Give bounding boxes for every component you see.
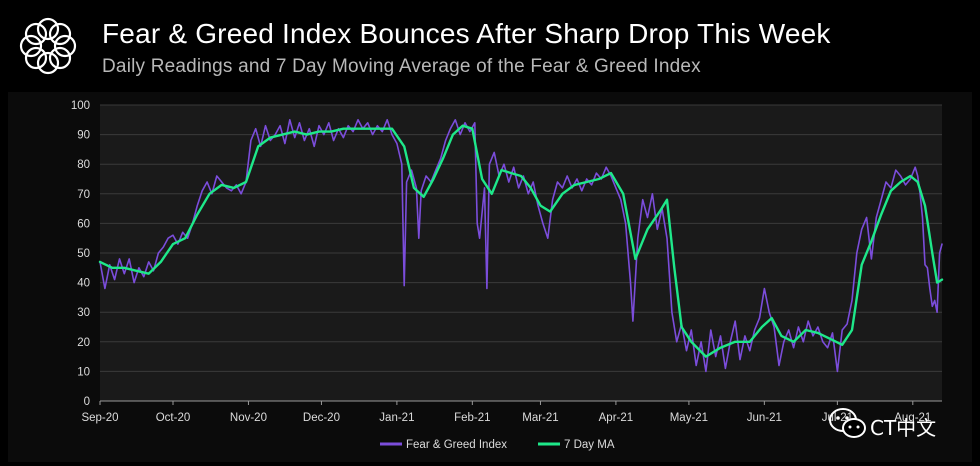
x-tick-label: Oct-20 [156, 412, 191, 424]
y-tick-label: 0 [84, 396, 90, 408]
x-tick-label: Nov-20 [230, 412, 267, 424]
x-tick-label: Feb-21 [454, 412, 490, 424]
legend-label-fear-greed: Fear & Greed Index [406, 439, 507, 451]
y-tick-label: 50 [77, 248, 90, 260]
y-tick-label: 30 [77, 307, 90, 319]
y-tick-label: 100 [71, 100, 90, 112]
series-line-7day-ma [98, 124, 944, 358]
y-tick-label: 80 [77, 159, 90, 171]
x-axis: Sep-20 Oct-20 Nov-20 Dec-20 Jan-21 Feb-21 Mar-… [81, 400, 942, 424]
y-tick-label: 20 [77, 337, 90, 349]
y-tick-label: 10 [77, 366, 90, 378]
series-layer [98, 119, 944, 373]
x-tick-label: Sep-20 [81, 412, 118, 424]
chart-legend: Fear & Greed Index 7 Day MA [380, 439, 615, 451]
chart-subtitle: Daily Readings and 7 Day Moving Average … [102, 56, 701, 77]
y-tick-label: 70 [77, 189, 90, 201]
x-tick-label: Dec-20 [303, 412, 340, 424]
x-tick-label: Mar-21 [522, 412, 558, 424]
chart-header: Fear & Greed Index Bounces After Sharp D… [0, 0, 980, 92]
watermark-text: CT中文 [870, 416, 937, 440]
y-tick-label: 90 [77, 130, 90, 142]
chart-title: Fear & Greed Index Bounces After Sharp D… [102, 18, 831, 49]
x-tick-label: Jun-21 [747, 412, 782, 424]
watermark: CT中文 [828, 404, 960, 444]
y-tick-label: 40 [77, 278, 90, 290]
x-tick-label: May-21 [670, 412, 708, 424]
y-axis: 0 10 20 30 40 50 60 70 80 90 100 [71, 100, 90, 408]
x-tick-label: Apr-21 [599, 412, 634, 424]
flower-ring-logo-icon [19, 17, 77, 75]
y-tick-label: 60 [77, 218, 90, 230]
x-tick-label: Aug-21 [894, 412, 931, 424]
legend-label-7day-ma: 7 Day MA [564, 439, 615, 451]
x-tick-label: Jan-21 [379, 412, 414, 424]
wechat-icon [829, 408, 866, 438]
